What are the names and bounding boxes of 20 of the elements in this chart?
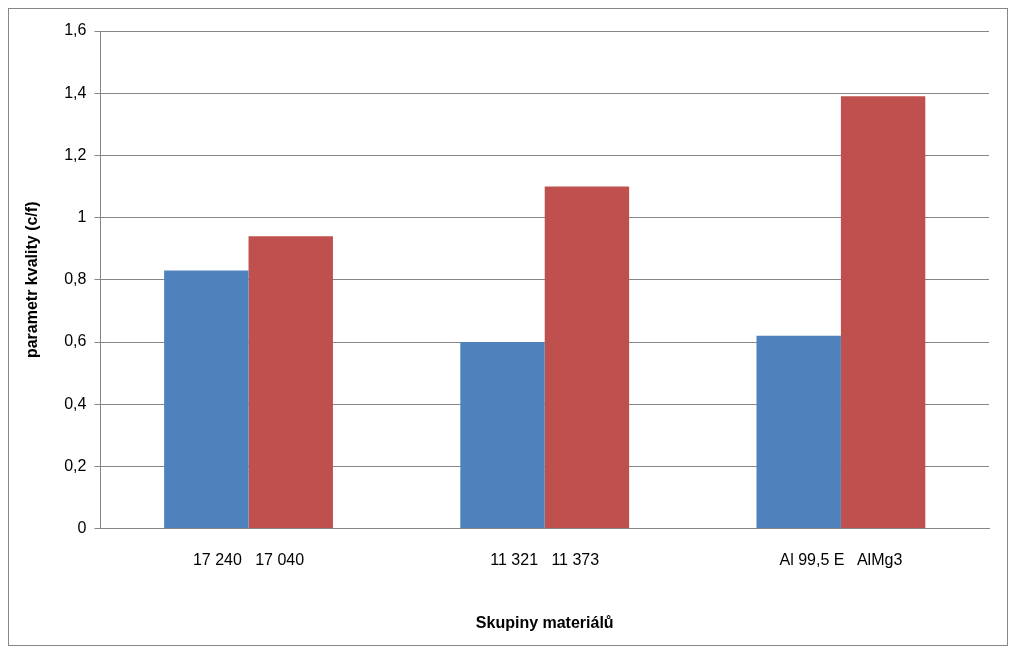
y-tick-label: 0,8 [64,270,87,288]
y-tick-label: 1,6 [64,21,87,39]
y-tick-label: 0,2 [64,456,87,474]
x-tick-label: 11 321 11 373 [490,550,600,568]
bar [248,236,333,529]
bar [544,186,630,529]
y-tick-label: 0,4 [64,394,87,412]
y-tick-label: 1,4 [64,83,87,101]
y-tick-label: 0,6 [64,332,87,350]
y-tick-label: 1,2 [64,145,87,163]
bar [840,96,926,529]
bar [164,270,249,529]
x-tick-label: Al 99,5 E AlMg3 [779,550,903,568]
y-tick-label: 0 [77,519,87,537]
x-tick-label: 17 240 17 040 [192,550,305,568]
y-axis-title: parametr kvality (c/f) [23,201,41,359]
bar [460,342,545,529]
x-axis-title: Skupiny materiálů [475,613,614,631]
bar [756,335,841,529]
y-tick-label: 1 [77,208,87,226]
